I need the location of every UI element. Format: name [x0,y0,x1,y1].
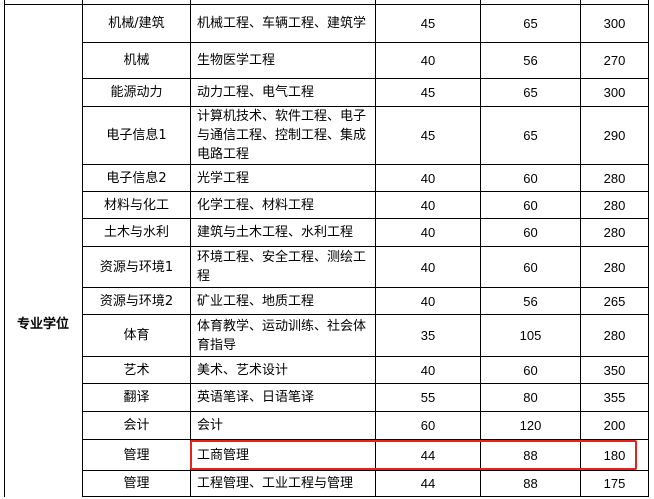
score-b-cell: 60 [480,164,581,192]
score-b-cell: 88 [480,470,581,497]
table-row: 电子信息2 光学工程 40 60 280 [5,164,649,192]
score-b-cell: 88 [480,439,581,471]
score-b-cell: 60 [480,356,581,384]
table-row: 能源动力 动力工程、电气工程 45 65 300 [5,78,649,107]
category-cell: 管理 [82,439,191,471]
majors-cell: 化学工程、材料工程 [190,191,376,219]
category-cell: 机械 [82,42,191,79]
score-b-cell: 60 [480,218,581,247]
majors-cell: 计算机技术、软件工程、电子与通信工程、控制工程、集成电路工程 [190,106,376,165]
score-a-cell: 40 [375,164,481,192]
score-c-cell: 265 [580,287,649,315]
table-row: 电子信息1 计算机技术、软件工程、电子与通信工程、控制工程、集成电路工程 45 65 2… [5,106,649,165]
score-a-cell: 44 [375,439,481,471]
score-a-cell: 45 [375,106,481,165]
table-row: 体育 体育教学、运动训练、社会体育指导 35 105 280 [5,314,649,357]
score-b-cell: 56 [480,287,581,315]
category-cell: 资源与环境2 [82,287,191,315]
category-cell: 翻译 [82,383,191,412]
table-row: 机械 生物医学工程 40 56 270 [5,42,649,79]
score-b-cell: 65 [480,78,581,107]
score-b-cell: 56 [480,42,581,79]
table-row-highlighted: 管理 工商管理 44 88 180 [5,439,649,471]
score-c-cell: 280 [580,218,649,247]
table-row: 土木与水利 建筑与土木工程、水利工程 40 60 280 [5,218,649,247]
category-cell: 电子信息2 [82,164,191,192]
score-c-cell: 350 [580,356,649,384]
score-c-cell: 290 [580,106,649,165]
score-a-cell: 44 [375,470,481,497]
score-c-cell: 280 [580,246,649,288]
category-cell: 管理 [82,470,191,497]
table-row: 艺术 美术、艺术设计 40 60 350 [5,356,649,384]
category-cell: 艺术 [82,356,191,384]
score-c-cell: 300 [580,78,649,107]
category-cell: 会计 [82,411,191,440]
group-label: 专业学位 [16,317,69,332]
table-row: 机械/建筑 机械工程、车辆工程、建筑学 45 65 300 [4,4,649,497]
score-b-cell: 65 [480,106,581,165]
score-a-cell: 40 [375,356,481,384]
table-row: 材料与化工 化学工程、材料工程 40 60 280 [5,191,649,219]
score-c-cell: 300 [580,4,649,43]
score-a-cell: 40 [375,191,481,219]
score-a-cell: 40 [375,246,481,288]
majors-cell: 矿业工程、地质工程 [190,287,376,315]
score-a-cell: 40 [375,42,481,79]
admission-score-table: 机械/建筑 机械工程、车辆工程、建筑学 45 65 300 机械 生物医学工程 40 56 270… [4,0,649,497]
score-c-cell: 270 [580,42,649,79]
score-a-cell: 60 [375,411,481,440]
score-b-cell: 80 [480,383,581,412]
score-c-cell: 355 [580,383,649,412]
category-cell: 材料与化工 [82,191,191,219]
majors-cell: 光学工程 [190,164,376,192]
score-c-cell: 280 [580,314,649,357]
category-cell: 电子信息1 [82,106,191,165]
category-cell: 资源与环境1 [82,246,191,288]
score-b-cell: 60 [480,246,581,288]
score-a-cell: 35 [375,314,481,357]
majors-cell: 美术、艺术设计 [190,356,376,384]
score-b-cell: 105 [480,314,581,357]
score-c-cell: 175 [580,470,649,497]
score-a-cell: 45 [375,4,481,43]
score-c-cell: 200 [580,411,649,440]
category-cell: 机械/建筑 [82,4,191,43]
score-b-cell: 65 [480,4,581,43]
category-cell: 土木与水利 [82,218,191,247]
majors-cell: 工商管理 [190,439,376,471]
majors-cell: 会计 [190,411,376,440]
majors-cell: 环境工程、安全工程、测绘工程 [190,246,376,288]
majors-cell: 建筑与土木工程、水利工程 [190,218,376,247]
majors-cell: 动力工程、电气工程 [190,78,376,107]
score-a-cell: 40 [375,287,481,315]
majors-cell: 体育教学、运动训练、社会体育指导 [190,314,376,357]
majors-cell: 工程管理、工业工程与管理 [190,470,376,497]
score-c-cell: 280 [580,164,649,192]
score-a-cell: 55 [375,383,481,412]
majors-cell: 机械工程、车辆工程、建筑学 [190,4,376,43]
score-a-cell: 40 [375,218,481,247]
score-a-cell: 45 [375,78,481,107]
score-c-cell: 180 [580,439,649,471]
majors-cell: 生物医学工程 [190,42,376,79]
score-b-cell: 60 [480,191,581,219]
score-c-cell: 280 [580,191,649,219]
table-row: 资源与环境2 矿业工程、地质工程 40 56 265 [5,287,649,315]
score-b-cell: 120 [480,411,581,440]
table-row: 翻译 英语笔译、日语笔译 55 80 355 [5,383,649,412]
table-row: 会计 会计 60 120 200 [5,411,649,440]
category-cell: 能源动力 [82,78,191,107]
table-row: 资源与环境1 环境工程、安全工程、测绘工程 40 60 280 [5,246,649,288]
group-cell [4,4,83,497]
majors-cell: 英语笔译、日语笔译 [190,383,376,412]
table-row: 管理 工程管理、工业工程与管理 44 88 175 [5,470,649,497]
category-cell: 体育 [82,314,191,357]
